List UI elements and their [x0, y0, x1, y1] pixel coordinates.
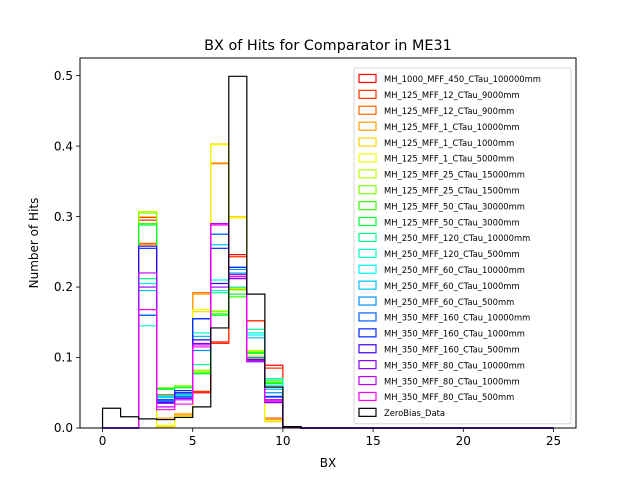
legend-swatch [358, 185, 377, 195]
legend-label: MH_125_MFF_1_CTau_10000mm [384, 122, 520, 132]
legend-frame [353, 67, 572, 425]
legend-label: MH_350_MFF_160_CTau_1000mm [384, 329, 525, 339]
legend-swatch [358, 201, 377, 211]
y-tick-label: 0.2 [54, 280, 73, 294]
axes-frame [79, 57, 577, 429]
chart-title: BX of Hits for Comparator in ME31 [204, 38, 452, 54]
legend-label: MH_350_MFF_80_CTau_10000mm [384, 360, 525, 370]
legend-label: ZeroBias_Data [384, 408, 445, 418]
y-tick-label: 0.1 [54, 351, 73, 365]
x-tick-label: 10 [275, 434, 290, 448]
y-tick-label: 0.4 [54, 139, 73, 153]
legend-swatch [358, 344, 377, 354]
x-tick-label: 25 [546, 434, 561, 448]
legend-swatch [358, 216, 377, 227]
y-tick-label: 0.5 [54, 69, 73, 83]
legend-label: MH_250_MFF_60_CTau_1000mm [384, 281, 520, 291]
legend-label: MH_250_MFF_60_CTau_500mm [384, 297, 514, 307]
legend: MH_1000_MFF_450_CTau_100000mm MH_125_MFF_… [353, 67, 572, 425]
legend-label: MH_125_MFF_50_CTau_30000mm [384, 201, 525, 211]
legend-label: MH_350_MFF_80_CTau_1000mm [384, 376, 520, 386]
x-tick-label: 0 [99, 434, 107, 448]
legend-label: MH_125_MFF_25_CTau_1500mm [384, 185, 520, 195]
legend-swatch [358, 232, 377, 243]
legend-swatch [358, 328, 377, 338]
legend-label: MH_350_MFF_160_CTau_500mm [384, 344, 520, 354]
legend-swatch [358, 296, 377, 306]
legend-swatch [358, 121, 377, 131]
legend-label: MH_125_MFF_1_CTau_1000mm [384, 138, 514, 148]
legend-swatch [358, 137, 377, 147]
legend-swatch [358, 105, 377, 115]
legend-swatch [358, 73, 377, 84]
legend-label: MH_250_MFF_60_CTau_10000mm [384, 265, 525, 275]
legend-swatch [358, 169, 377, 179]
x-axis-label: BX [320, 456, 336, 470]
legend-label: MH_125_MFF_12_CTau_900mm [384, 106, 514, 116]
y-axis-label: Number of Hits [27, 198, 41, 289]
x-tick-label: 5 [189, 434, 197, 448]
legend-label: MH_350_MFF_80_CTau_500mm [384, 392, 514, 402]
legend-label: MH_125_MFF_50_CTau_3000mm [384, 217, 520, 227]
y-tick-label: 0.0 [54, 421, 73, 435]
legend-swatch [358, 248, 377, 258]
legend-label: MH_1000_MFF_450_CTau_100000mm [384, 74, 541, 84]
legend-swatch [358, 264, 377, 274]
legend-label: MH_125_MFF_25_CTau_15000mm [384, 170, 525, 180]
x-tick-label: 20 [456, 434, 471, 448]
legend-label: MH_125_MFF_1_CTau_5000mm [384, 154, 514, 164]
legend-label: MH_250_MFF_120_CTau_10000mm [384, 233, 530, 243]
axis-ticks: 0 5 10 15 20 25 0.0 0.1 0.2 0.3 0.4 0.5 [54, 69, 561, 448]
legend-label: MH_250_MFF_120_CTau_500mm [384, 249, 520, 259]
legend-swatch [358, 153, 377, 163]
legend-swatch [358, 391, 377, 402]
legend-swatch [358, 375, 377, 386]
y-tick-label: 0.3 [54, 210, 73, 224]
legend-swatch [358, 360, 377, 370]
legend-swatch [358, 407, 377, 417]
legend-swatch [358, 280, 377, 290]
legend-label: MH_125_MFF_12_CTau_9000mm [384, 90, 520, 100]
x-tick-label: 15 [365, 434, 380, 448]
legend-swatch [358, 312, 377, 322]
legend-swatch [358, 89, 377, 99]
legend-label: MH_350_MFF_160_CTau_10000mm [384, 313, 530, 323]
